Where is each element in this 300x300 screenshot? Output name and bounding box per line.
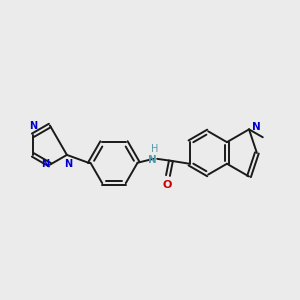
Text: N: N <box>252 122 261 132</box>
Text: N: N <box>29 122 37 131</box>
Text: O: O <box>162 180 172 190</box>
Text: N: N <box>41 159 49 169</box>
Text: N: N <box>148 155 157 165</box>
Text: H: H <box>151 144 158 154</box>
Text: N: N <box>64 159 72 169</box>
